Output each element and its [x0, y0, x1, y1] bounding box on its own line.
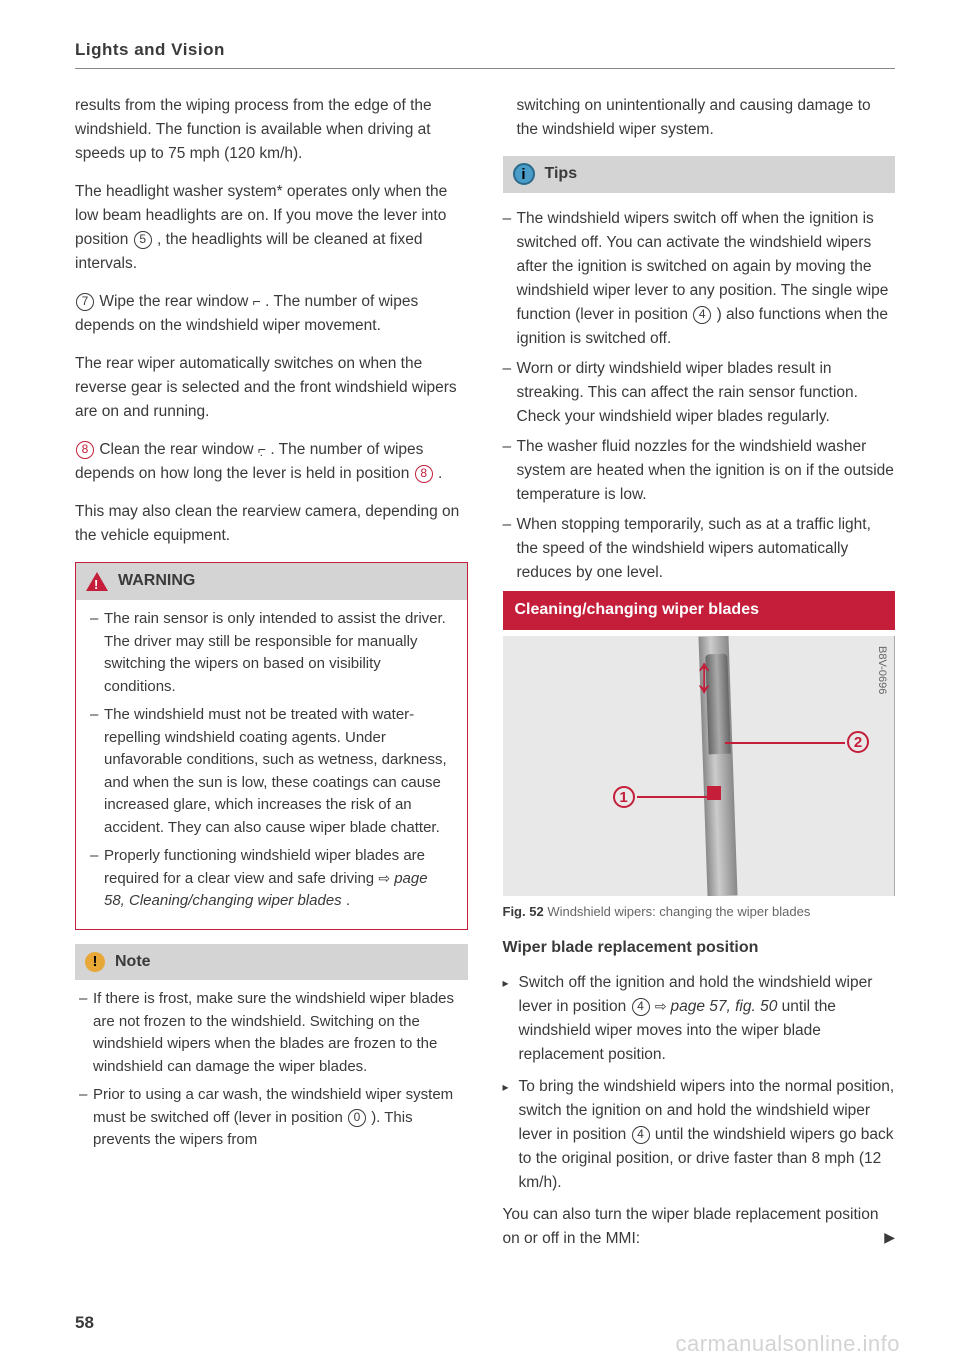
warning-item: The windshield must not be treated with …	[90, 704, 453, 839]
tips-list: The windshield wipers switch off when th…	[503, 207, 896, 585]
figure-label-1: 1	[613, 786, 635, 808]
figure-52: ↕ 1 2 B8V-0696	[503, 636, 896, 896]
leader-line	[637, 796, 707, 798]
arrow-up-icon: ↕	[694, 636, 714, 715]
tips-callout: i Tips	[503, 156, 896, 193]
warning-body: The rain sensor is only intended to assi…	[76, 600, 467, 929]
figure-code: B8V-0696	[873, 646, 890, 694]
tips-info-icon: i	[513, 163, 535, 185]
para-clean-rear: 8 Clean the rear window ⌐̣ . The number …	[75, 438, 468, 486]
text: Properly functioning windshield wiper bl…	[104, 847, 425, 887]
circled-number-7: 7	[76, 293, 94, 311]
right-column: switching on unintentionally and causing…	[503, 94, 896, 1265]
circled-number-4b: 4	[632, 998, 650, 1016]
section-banner: Cleaning/changing wiper blades	[503, 591, 896, 630]
left-column: results from the wiping process from the…	[75, 94, 468, 1265]
text: Clean the rear window	[99, 441, 258, 458]
text: You can also turn the wiper blade replac…	[503, 1206, 879, 1247]
figure-label-2: 2	[847, 731, 869, 753]
text: .	[438, 465, 442, 482]
cross-ref-link[interactable]: page 57, fig. 50	[670, 998, 777, 1015]
note-title: Note	[115, 950, 151, 975]
link-arrow-icon: ⇨	[655, 998, 671, 1014]
figure-caption: Fig. 52 Windshield wipers: changing the …	[503, 902, 896, 922]
note-item: Prior to using a car wash, the windshiel…	[79, 1084, 468, 1152]
para-continuation: switching on unintentionally and causing…	[503, 94, 896, 142]
tips-item: When stopping temporarily, such as at a …	[503, 513, 896, 585]
circled-number-4: 4	[693, 306, 711, 324]
circled-number-8b: 8	[415, 465, 433, 483]
watermark: carmanualsonline.info	[675, 1331, 900, 1357]
circled-number-0: 0	[348, 1109, 366, 1127]
instruction-item: To bring the windshield wipers into the …	[503, 1075, 896, 1195]
tips-item: The windshield wipers switch off when th…	[503, 207, 896, 351]
rear-clean-icon: ⌐̣	[258, 439, 266, 461]
link-arrow-icon: ⇨	[378, 870, 390, 886]
note-callout: ! Note If there is frost, make sure the …	[75, 944, 468, 1168]
para-mmi: You can also turn the wiper blade replac…	[503, 1203, 896, 1251]
warning-title: WARNING	[118, 569, 195, 594]
subheading: Wiper blade replacement position	[503, 936, 896, 961]
warning-triangle-icon	[86, 572, 108, 591]
warning-callout: WARNING The rain sensor is only intended…	[75, 562, 468, 929]
page-header: Lights and Vision	[75, 40, 895, 69]
para-intro: results from the wiping process from the…	[75, 94, 468, 166]
red-marker	[707, 786, 721, 800]
warning-item: The rain sensor is only intended to assi…	[90, 608, 453, 698]
instruction-item: Switch off the ignition and hold the win…	[503, 971, 896, 1067]
tips-item: Worn or dirty windshield wiper blades re…	[503, 357, 896, 429]
warning-item: Properly functioning windshield wiper bl…	[90, 845, 453, 913]
note-header: ! Note	[75, 944, 468, 981]
text: .	[346, 892, 350, 909]
para-auto-rear: The rear wiper automatically switches on…	[75, 352, 468, 424]
circled-number-4c: 4	[632, 1126, 650, 1144]
tips-title: Tips	[545, 162, 578, 187]
figure-number: Fig. 52	[503, 904, 544, 919]
rear-wipe-icon: ⌐	[253, 291, 261, 313]
leader-line	[725, 742, 845, 744]
tips-header: i Tips	[503, 156, 896, 193]
para-wipe-rear: 7 Wipe the rear window ⌐ . The number of…	[75, 290, 468, 338]
para-headlight-washer: The headlight washer system* operates on…	[75, 180, 468, 276]
note-circle-icon: !	[85, 952, 105, 972]
text: Wipe the rear window	[99, 293, 252, 310]
content-columns: results from the wiping process from the…	[75, 94, 895, 1265]
note-item: If there is frost, make sure the windshi…	[79, 988, 468, 1078]
warning-header: WARNING	[76, 563, 467, 600]
circled-number-8: 8	[76, 441, 94, 459]
page-number: 58	[75, 1313, 94, 1333]
instruction-list: Switch off the ignition and hold the win…	[503, 971, 896, 1195]
figure-caption-text: Windshield wipers: changing the wiper bl…	[547, 904, 810, 919]
circled-number-5: 5	[134, 231, 152, 249]
continue-arrow-icon: ▶	[884, 1227, 895, 1249]
tips-item: The washer fluid nozzles for the windshi…	[503, 435, 896, 507]
para-rearview-cam: This may also clean the rearview camera,…	[75, 500, 468, 548]
note-body: If there is frost, make sure the windshi…	[75, 980, 468, 1168]
